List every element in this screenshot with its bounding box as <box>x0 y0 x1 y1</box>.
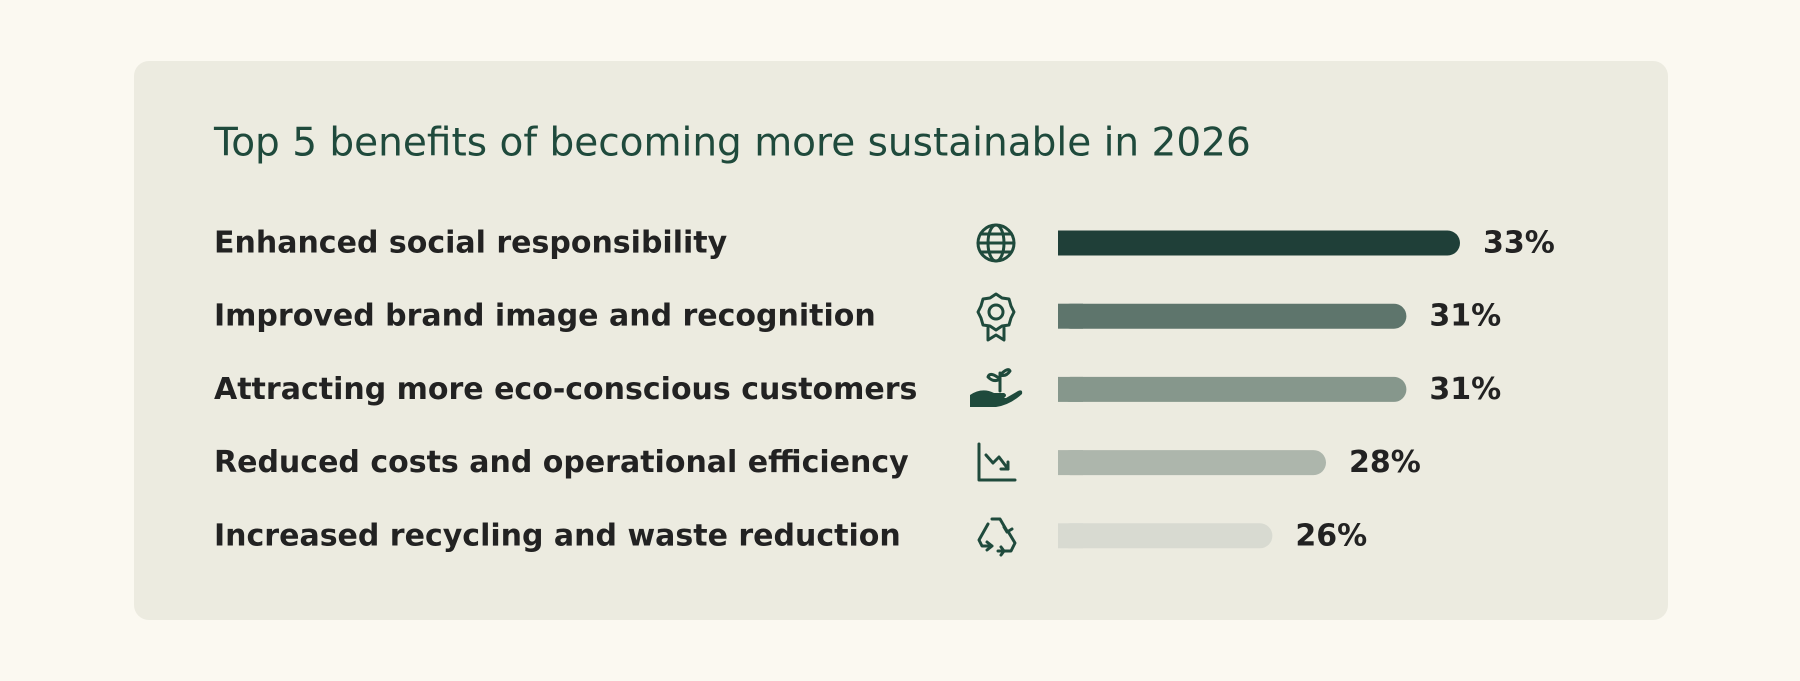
bar <box>1058 303 1407 329</box>
value-label: 31% <box>1429 372 1501 407</box>
icon-recycle <box>977 517 1017 557</box>
category-label: Improved brand image and recognition <box>214 299 876 334</box>
category-label: Reduced costs and operational efficiency <box>214 445 909 480</box>
value-label: 31% <box>1429 299 1501 334</box>
category-label: Enhanced social responsibility <box>214 226 728 261</box>
icon-plant-hand <box>970 368 1023 407</box>
bar-square-start <box>1058 230 1083 256</box>
bar <box>1058 450 1326 476</box>
value-label: 26% <box>1295 518 1367 553</box>
bar <box>1058 230 1460 256</box>
icon-globe <box>976 223 1016 263</box>
bar-square-start <box>1058 303 1083 329</box>
card <box>134 61 1668 620</box>
value-label: 28% <box>1349 445 1421 480</box>
bar <box>1058 376 1407 402</box>
bar-square-start <box>1058 523 1083 549</box>
chart-title: Top 5 benefits of becoming more sustaina… <box>213 121 1251 166</box>
icon-badge <box>976 292 1016 342</box>
value-label: 33% <box>1483 226 1555 261</box>
category-label: Attracting more eco-conscious customers <box>214 372 917 407</box>
icon-chart-down <box>977 442 1017 482</box>
bar-square-start <box>1058 450 1083 476</box>
bar <box>1058 523 1273 549</box>
category-label: Increased recycling and waste reduction <box>214 518 901 553</box>
bar-square-start <box>1058 376 1083 402</box>
